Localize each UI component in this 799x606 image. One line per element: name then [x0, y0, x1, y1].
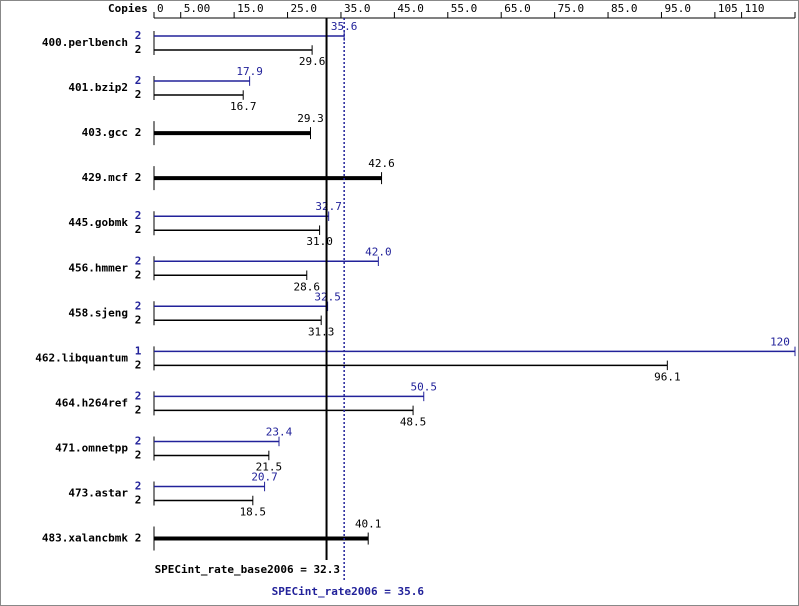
copies-label: 2 — [135, 389, 142, 402]
value-label: 18.5 — [240, 506, 267, 519]
benchmark-label: 458.sjeng — [68, 306, 128, 319]
x-tick-label: 95.0 — [664, 2, 691, 15]
value-label: 29.6 — [299, 55, 326, 68]
value-label: 16.7 — [230, 100, 257, 113]
copies-label: 1 — [135, 344, 142, 357]
copies-label: 2 — [135, 358, 142, 371]
benchmark-label: 400.perlbench — [42, 36, 128, 49]
value-label: 120 — [770, 335, 790, 348]
benchmark-label: 473.astar — [68, 487, 128, 500]
value-label: 48.5 — [400, 415, 427, 428]
benchmark-label: 401.bzip2 — [68, 81, 128, 94]
value-label: 31.3 — [308, 325, 335, 338]
value-label: 96.1 — [654, 370, 681, 383]
copies-label: 2 — [135, 209, 142, 222]
copies-label: 2 — [135, 171, 142, 184]
benchmark-label: 456.hmmer — [68, 261, 128, 274]
copies-label: 2 — [135, 313, 142, 326]
value-label: 31.0 — [306, 235, 333, 248]
value-label: 20.7 — [251, 471, 278, 484]
copies-label: 2 — [135, 448, 142, 461]
x-tick-label: 15.0 — [237, 2, 264, 15]
x-tick-label: 35.0 — [344, 2, 371, 15]
x-tick-label: 110 — [745, 2, 765, 15]
benchmark-label: 464.h264ref — [55, 396, 128, 409]
copies-label: 2 — [135, 254, 142, 267]
copies-label: 2 — [135, 223, 142, 236]
copies-label: 2 — [135, 494, 142, 507]
copies-label: 2 — [135, 434, 142, 447]
value-label: 32.7 — [315, 200, 342, 213]
value-label: 42.0 — [365, 245, 392, 258]
x-tick-label: 25.0 — [291, 2, 318, 15]
x-tick-label: 65.0 — [504, 2, 531, 15]
copies-label: 2 — [135, 403, 142, 416]
x-tick-label: 105 — [718, 2, 738, 15]
value-label: 29.3 — [297, 112, 324, 125]
axis-header: Copies — [108, 2, 148, 15]
benchmark-label: 429.mcf — [82, 171, 128, 184]
value-label: 42.6 — [368, 157, 395, 170]
copies-label: 2 — [135, 74, 142, 87]
benchmark-label: 471.omnetpp — [55, 441, 128, 454]
x-tick-label: 55.0 — [451, 2, 478, 15]
copies-label: 2 — [135, 268, 142, 281]
copies-label: 2 — [135, 299, 142, 312]
value-label: 28.6 — [294, 280, 321, 293]
value-label: 21.5 — [256, 460, 283, 473]
benchmark-label: 483.xalancbmk — [42, 532, 128, 545]
benchmark-label: 403.gcc — [82, 126, 128, 139]
copies-label: 2 — [135, 43, 142, 56]
x-tick-label: 85.0 — [611, 2, 638, 15]
value-label: 32.5 — [314, 290, 341, 303]
value-label: 50.5 — [411, 380, 438, 393]
benchmark-label: 462.libquantum — [35, 351, 128, 364]
summary-label: SPECint_rate2006 = 35.6 — [272, 585, 425, 598]
copies-label: 2 — [135, 480, 142, 493]
copies-label: 2 — [135, 532, 142, 545]
copies-label: 2 — [135, 29, 142, 42]
x-tick-label: 75.0 — [558, 2, 585, 15]
value-label: 17.9 — [236, 65, 263, 78]
copies-label: 2 — [135, 88, 142, 101]
value-label: 23.4 — [266, 425, 293, 438]
x-tick-label: 45.0 — [397, 2, 424, 15]
benchmark-label: 445.gobmk — [68, 216, 128, 229]
summary-label: SPECint_rate_base2006 = 32.3 — [155, 563, 340, 576]
x-tick-label: 5.00 — [184, 2, 211, 15]
copies-label: 2 — [135, 126, 142, 139]
x-tick-label: 0 — [157, 2, 164, 15]
value-label: 40.1 — [355, 518, 382, 531]
